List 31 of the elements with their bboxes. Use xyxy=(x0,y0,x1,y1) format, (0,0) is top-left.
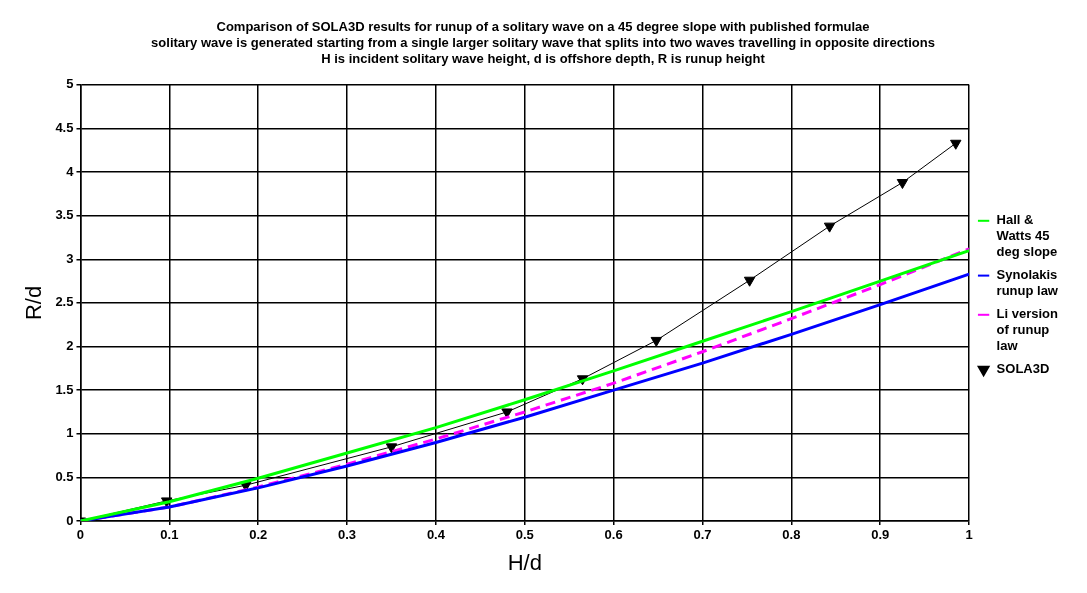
y-tick-label: 4.5 xyxy=(55,120,74,135)
y-tick-label: 3 xyxy=(66,250,74,266)
x-tick-label: 0.3 xyxy=(338,527,357,543)
x-tick-label: 0.6 xyxy=(604,527,623,543)
y-tick-label: 1.5 xyxy=(55,381,74,397)
y-tick-label: 3.5 xyxy=(55,207,74,223)
text: solitary wave is generated starting from a single larger solitary wave that splits into two waves travelling in opposite directions xyxy=(151,34,935,50)
x-tick-label: 0.1 xyxy=(160,527,179,543)
x-tick-label: 1 xyxy=(965,527,973,543)
y-tick-label: 0 xyxy=(66,512,74,528)
x-tick-label: 0.7 xyxy=(693,527,712,543)
y-tick-label: 1 xyxy=(66,425,74,441)
y-tick-label: 2.5 xyxy=(55,294,74,310)
y-tick-label: 4 xyxy=(66,163,75,179)
legend-label: Li version of runup law xyxy=(996,306,1059,353)
y-tick-label: 2 xyxy=(66,338,74,354)
legend-label: Synolakis runup law xyxy=(996,267,1059,298)
x-tick-label: 0.4 xyxy=(426,527,446,543)
text: H is incident solitary wave height, d is offshore depth, R is runup height xyxy=(321,50,765,66)
x-tick-label: 0.2 xyxy=(249,527,268,543)
legend-label: Hall & Watts 45 deg slope xyxy=(996,212,1058,259)
x-tick-label: 0.5 xyxy=(515,527,534,543)
y-tick-label: 5 xyxy=(66,76,74,92)
x-tick-label: 0 xyxy=(76,527,85,543)
x-axis-title: H/d xyxy=(507,549,542,575)
x-tick-label: 0.8 xyxy=(782,527,801,543)
y-tick-label: 0.5 xyxy=(55,468,74,484)
y-axis-title: R/d xyxy=(21,285,47,321)
text: Comparison of SOLA3D results for runup of a solitary wave on a 45 degree slope with published formulae xyxy=(216,19,870,35)
x-tick-label: 0.9 xyxy=(871,527,890,543)
legend-label: SOLA3D xyxy=(996,361,1050,377)
